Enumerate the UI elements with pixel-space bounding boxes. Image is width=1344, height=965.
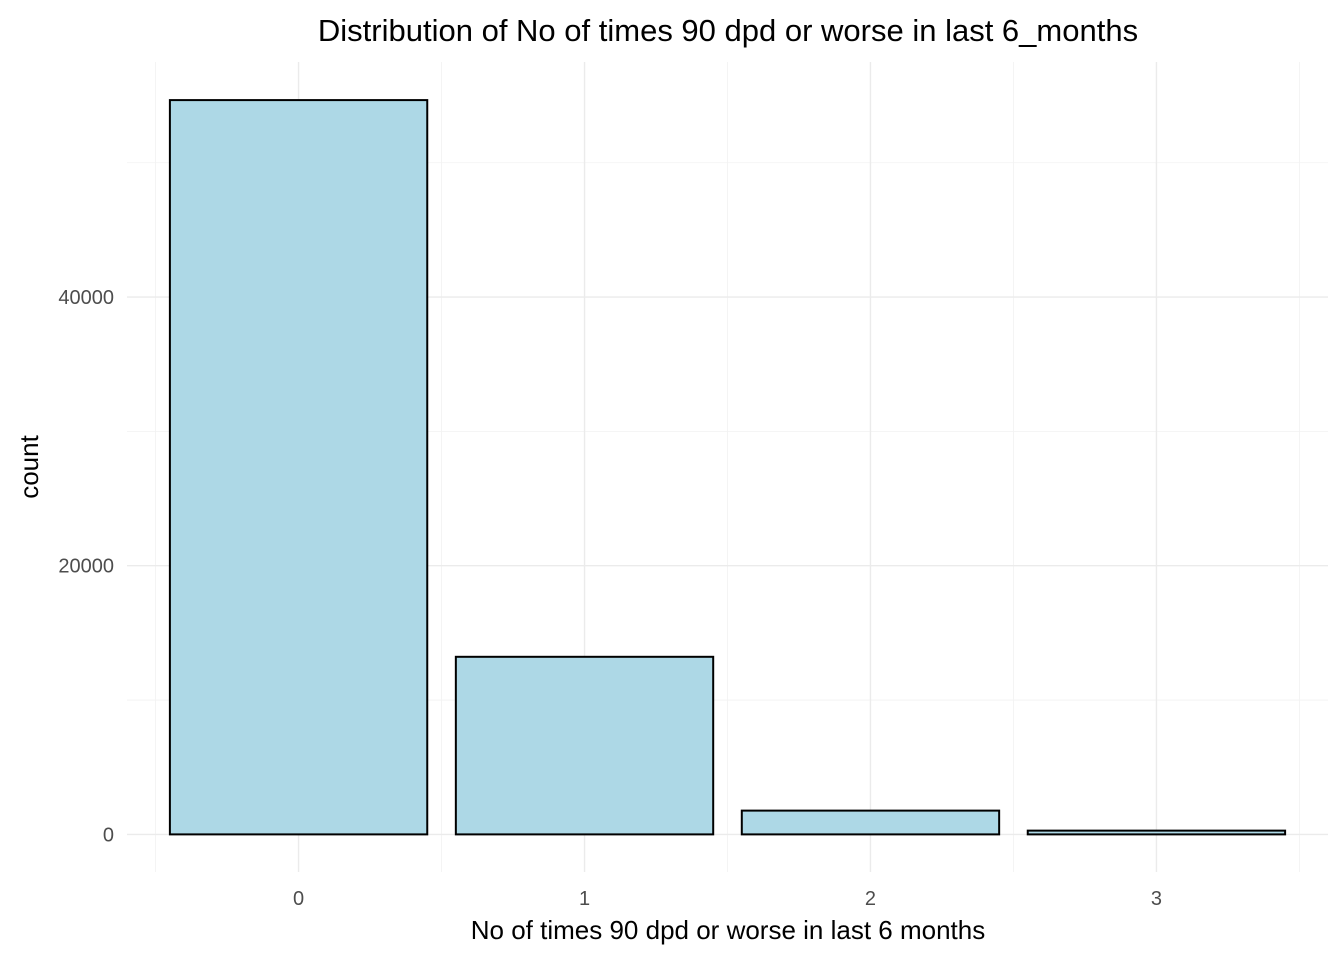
bar-2 xyxy=(740,809,1001,836)
bars xyxy=(168,99,1287,836)
tick-labels: 0 20000 40000 0 1 2 3 xyxy=(58,287,1162,910)
x-tick-label: 2 xyxy=(865,888,876,910)
y-tick-label: 40000 xyxy=(58,287,114,309)
y-tick-label: 20000 xyxy=(58,556,114,578)
y-tick-label: 0 xyxy=(103,824,114,846)
bar-3 xyxy=(1026,829,1287,836)
bar-1 xyxy=(454,655,715,836)
x-tick-label: 1 xyxy=(579,888,590,910)
chart-title: Distribution of No of times 90 dpd or wo… xyxy=(318,13,1138,48)
x-tick-label: 0 xyxy=(293,888,304,910)
bar-0 xyxy=(168,99,429,836)
y-axis-title: count xyxy=(14,434,44,498)
x-axis-title: No of times 90 dpd or worse in last 6 mo… xyxy=(471,915,985,945)
x-tick-label: 3 xyxy=(1151,888,1162,910)
